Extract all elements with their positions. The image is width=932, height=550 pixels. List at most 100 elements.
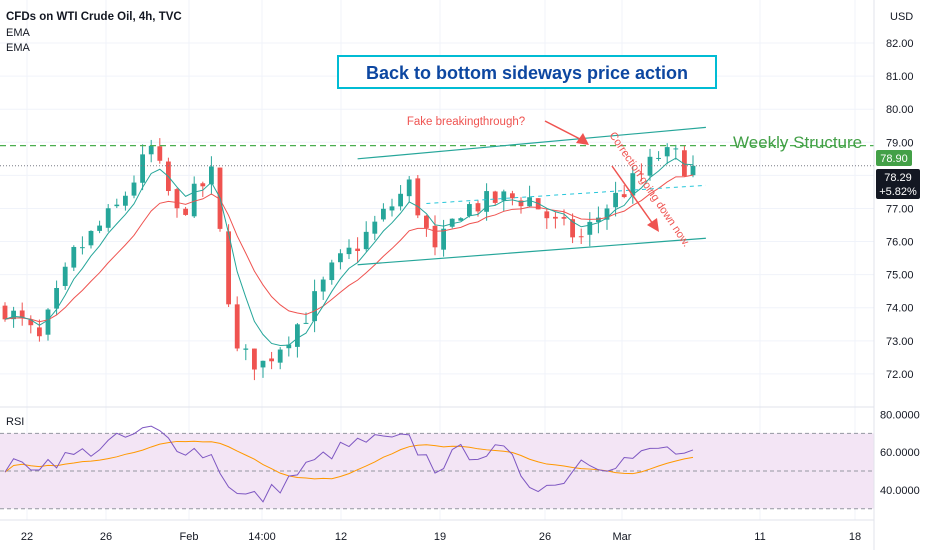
price-tick-label: 76.00 bbox=[886, 237, 914, 249]
candle-body bbox=[45, 309, 51, 335]
rsi-line bbox=[4, 425, 694, 503]
headline-box[interactable] bbox=[337, 55, 717, 89]
candle-body bbox=[11, 310, 16, 320]
channel-upper-line[interactable] bbox=[357, 126, 706, 160]
time-tick-label: 12 bbox=[335, 531, 347, 543]
candle-body bbox=[183, 208, 188, 215]
candle-body bbox=[243, 348, 249, 350]
candle-body bbox=[226, 231, 231, 305]
candle-body bbox=[501, 191, 507, 201]
candle-body bbox=[303, 322, 309, 324]
price-tick-label: 77.00 bbox=[886, 203, 914, 215]
candle-body bbox=[88, 230, 94, 246]
channel-lower-line[interactable] bbox=[357, 237, 706, 266]
candle-body bbox=[234, 304, 240, 349]
candle-body bbox=[320, 279, 326, 292]
candle-body bbox=[510, 193, 515, 199]
candle-body bbox=[415, 178, 421, 216]
candle-body bbox=[71, 246, 77, 268]
fake-breakout-text: Fake breakingthrough? bbox=[407, 116, 525, 128]
price-tick-label: 75.00 bbox=[886, 270, 914, 282]
candle-body bbox=[2, 305, 8, 320]
candle-body bbox=[191, 183, 197, 217]
candle-body bbox=[475, 203, 481, 212]
candle-body bbox=[398, 193, 403, 207]
channel-mid-line[interactable] bbox=[426, 184, 706, 204]
candle-body bbox=[647, 156, 653, 176]
time-tick-label: 14:00 bbox=[248, 531, 276, 543]
candle-body bbox=[441, 228, 446, 250]
candle-body bbox=[604, 208, 610, 220]
candle-body bbox=[389, 206, 395, 211]
weekly-structure-text: Weekly Structure bbox=[733, 133, 862, 152]
candle-body bbox=[518, 200, 524, 207]
time-tick-label: 18 bbox=[849, 531, 861, 543]
candle-body bbox=[252, 348, 257, 370]
candle-body bbox=[80, 247, 85, 249]
time-tick-label: 11 bbox=[754, 531, 765, 543]
price-axis[interactable]: 82.0081.0080.0079.0078.0077.0076.0075.00… bbox=[886, 38, 914, 381]
candle-body bbox=[544, 211, 550, 219]
candle-body bbox=[37, 327, 42, 337]
rsi-tick-label: 80.0000 bbox=[880, 410, 920, 422]
ema-legend-2: EMA bbox=[6, 42, 31, 54]
candle-body bbox=[553, 216, 558, 219]
time-tick-label: Feb bbox=[180, 531, 199, 543]
time-tick-label: 26 bbox=[539, 531, 551, 543]
ema-fast-line bbox=[4, 157, 694, 346]
time-tick-label: Mar bbox=[613, 531, 632, 543]
price-tick-label: 81.00 bbox=[886, 71, 914, 83]
candle-body bbox=[484, 191, 489, 212]
candle-body bbox=[639, 173, 644, 175]
candle-body bbox=[621, 194, 627, 198]
candle-body bbox=[338, 253, 343, 263]
price-tick-label: 74.00 bbox=[886, 303, 914, 315]
candle-body bbox=[596, 217, 601, 222]
rsi-tick-label: 60.0000 bbox=[880, 447, 920, 459]
rsi-pane: RSI bbox=[0, 416, 874, 510]
price-tick-label: 72.00 bbox=[886, 369, 914, 381]
candle-body bbox=[269, 358, 274, 362]
candle-body bbox=[114, 204, 120, 207]
candle-body bbox=[312, 291, 317, 322]
weekly-price-label: 78.90 bbox=[876, 150, 912, 166]
candle-body bbox=[105, 208, 111, 228]
candle-body bbox=[372, 221, 378, 234]
candle-body bbox=[613, 192, 618, 208]
candle-body bbox=[329, 262, 335, 281]
currency-label[interactable]: USD bbox=[890, 11, 913, 23]
candle-body bbox=[148, 145, 154, 155]
candle-body bbox=[381, 208, 386, 220]
candle-body bbox=[467, 204, 472, 216]
candle-body bbox=[690, 165, 696, 176]
candle-body bbox=[346, 247, 352, 255]
candle-body bbox=[587, 221, 593, 235]
candle-body bbox=[363, 231, 369, 250]
correction-arrow[interactable] bbox=[611, 165, 659, 232]
rsi-label: RSI bbox=[6, 416, 24, 428]
fake-breakout-arrow[interactable] bbox=[544, 120, 589, 145]
weekly-price-value: 78.90 bbox=[880, 153, 908, 165]
candle-body bbox=[277, 349, 283, 363]
candle-body bbox=[682, 150, 687, 177]
time-axis[interactable]: 22 26 Feb 14:00 12 19 26 Mar 11 18 bbox=[21, 531, 861, 543]
time-tick-label: 19 bbox=[434, 531, 446, 543]
candle-body bbox=[656, 157, 661, 159]
candle-body bbox=[19, 310, 25, 319]
candle-body bbox=[578, 236, 584, 238]
candle-body bbox=[140, 154, 145, 183]
candle-body bbox=[406, 179, 412, 197]
rsi-axis[interactable]: 80.0000 60.0000 40.0000 bbox=[880, 410, 920, 497]
last-price-label: 78.29 +5.82% bbox=[876, 169, 920, 199]
candle-body bbox=[123, 195, 128, 206]
chart-title: CFDs on WTI Crude Oil, 4h, TVC bbox=[6, 11, 182, 23]
last-price-value: 78.29 bbox=[884, 172, 912, 184]
candle-body bbox=[131, 182, 137, 196]
candle-body bbox=[458, 218, 464, 221]
candle-body bbox=[174, 189, 180, 209]
candle-body bbox=[62, 266, 68, 286]
candle-body bbox=[492, 191, 498, 203]
time-tick-label: 26 bbox=[100, 531, 112, 543]
candle-body bbox=[260, 360, 266, 368]
